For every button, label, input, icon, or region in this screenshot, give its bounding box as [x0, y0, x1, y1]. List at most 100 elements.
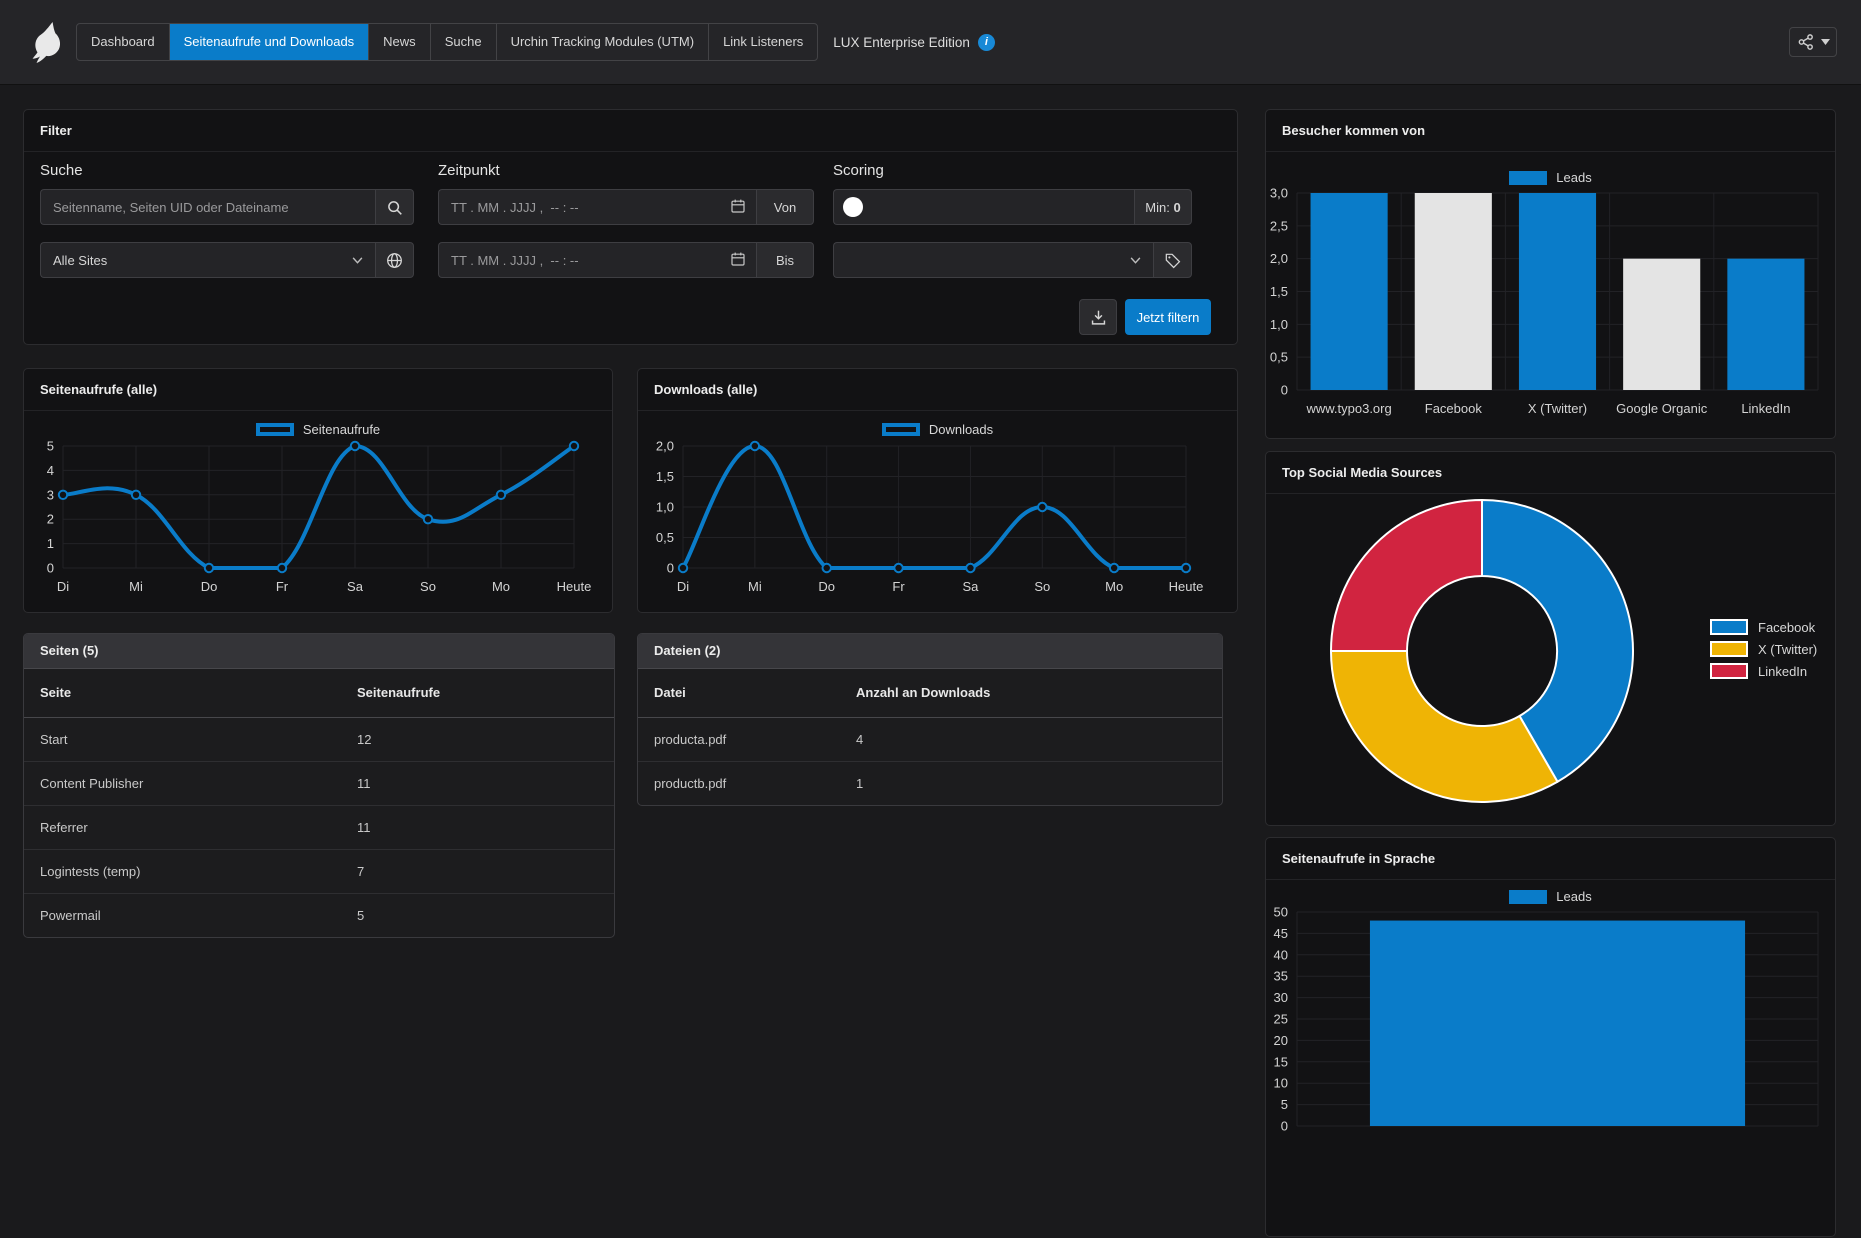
column-header: Seitenaufrufe [357, 685, 441, 700]
svg-text:1,5: 1,5 [1270, 284, 1288, 299]
category-scoring-select[interactable] [833, 242, 1153, 278]
svg-text:15: 15 [1274, 1054, 1288, 1069]
chevron-down-icon [1130, 256, 1141, 264]
social-chart-header: Top Social Media Sources [1266, 452, 1835, 494]
pages-table-header: Seite Seitenaufrufe [24, 669, 614, 718]
row-label: Content Publisher [40, 776, 144, 791]
tab-news[interactable]: News [369, 24, 431, 60]
column-header: Anzahl an Downloads [856, 685, 991, 700]
svg-text:25: 25 [1274, 1012, 1288, 1027]
tab-suche[interactable]: Suche [431, 24, 497, 60]
search-input[interactable] [40, 189, 375, 225]
legend-label: LinkedIn [1758, 663, 1808, 679]
svg-text:Facebook: Facebook [1425, 401, 1483, 416]
svg-text:0: 0 [1281, 383, 1288, 398]
svg-text:Di: Di [677, 579, 689, 594]
tag-button[interactable] [1153, 242, 1192, 278]
info-icon[interactable]: i [977, 33, 995, 51]
tab-seitenaufrufe-und-downloads[interactable]: Seitenaufrufe und Downloads [169, 24, 370, 60]
slider-knob[interactable] [843, 197, 863, 217]
row-value: 12 [357, 732, 372, 747]
svg-text:Fr: Fr [892, 579, 905, 594]
table-row: Referrer 11 [24, 806, 614, 850]
row-label: Start [40, 732, 68, 747]
svg-text:Heute: Heute [557, 579, 592, 594]
share-button[interactable] [1789, 27, 1837, 57]
language-legend: Leads [1266, 889, 1835, 904]
referrers-chart-panel: Besucher kommen von Leads 3,0 2,5 2,0 1,5 1,… [1265, 109, 1836, 439]
date-from-addon: Von [756, 189, 814, 225]
scoring-min-addon: Min: 0 [1134, 189, 1192, 225]
row-label: Logintests (temp) [40, 864, 141, 879]
svg-text:45: 45 [1274, 926, 1288, 941]
downloads-chart-header: Downloads (alle) [638, 369, 1237, 411]
svg-text:LinkedIn: LinkedIn [1741, 401, 1790, 416]
row-value: 1 [856, 776, 864, 791]
row-label: Referrer [40, 820, 88, 835]
svg-text:3: 3 [47, 487, 54, 502]
filter-submit-button[interactable]: Jetzt filtern [1125, 299, 1211, 335]
edition-label: LUX Enterprise Edition i [833, 33, 995, 51]
files-table-title: Dateien (2) [638, 634, 1222, 669]
referrers-chart-title: Besucher kommen von [1282, 123, 1426, 138]
row-value: 11 [357, 820, 371, 835]
table-row: Logintests (temp) 7 [24, 850, 614, 894]
edition-text: LUX Enterprise Edition [833, 34, 970, 50]
globe-icon [386, 252, 403, 269]
sites-group: Alle Sites [40, 242, 414, 278]
svg-text:1,0: 1,0 [656, 500, 674, 515]
site-globe-button[interactable] [375, 242, 414, 278]
column-header: Seite [40, 685, 72, 700]
download-csv-button[interactable] [1079, 299, 1117, 335]
downloads-legend: Downloads [638, 422, 1237, 437]
date-from-group: Von [438, 189, 814, 225]
downloads-chart-title: Downloads (alle) [654, 382, 758, 397]
sites-select-value: Alle Sites [53, 252, 108, 268]
downloads-line-chart: 2,0 1,5 1,0 0,5 0Di Mi Do Fr Sa So Mo Heute [656, 439, 1203, 595]
row-value: 7 [357, 864, 365, 879]
tab-link-listeners[interactable]: Link Listeners [723, 34, 804, 49]
svg-text:1,5: 1,5 [656, 469, 674, 484]
pages-table: Seiten (5) Seite Seitenaufrufe Start 12 Con… [23, 633, 615, 938]
row-label: Powermail [40, 908, 101, 923]
scoring-min-value: 0 [1173, 199, 1181, 215]
svg-text:Sa: Sa [962, 579, 979, 594]
tab-urchin-tracking-modules-utm[interactable]: Urchin Tracking Modules (UTM) [497, 24, 710, 60]
legend-item: LinkedIn [1710, 663, 1817, 679]
language-chart-panel: Seitenaufrufe in Sprache Leads 50 45 40 35 3… [1265, 837, 1836, 1237]
svg-text:Di: Di [57, 579, 69, 594]
row-value: 11 [357, 776, 371, 791]
svg-text:0,5: 0,5 [656, 530, 674, 545]
svg-text:5: 5 [1281, 1097, 1288, 1112]
files-table-header: Datei Anzahl an Downloads [638, 669, 1222, 718]
search-button[interactable] [375, 189, 414, 225]
sites-select[interactable]: Alle Sites [40, 242, 375, 278]
legend-swatch [881, 423, 920, 436]
svg-text:5: 5 [47, 439, 54, 454]
share-icon [1797, 33, 1815, 51]
svg-text:Do: Do [818, 579, 835, 594]
date-to-input[interactable] [438, 242, 756, 278]
filter-panel-header: Filter [24, 110, 1237, 152]
date-from-input[interactable] [438, 189, 756, 225]
legend-label: X (Twitter) [1758, 641, 1818, 657]
search-section-label: Suche [40, 162, 83, 179]
svg-text:0: 0 [47, 561, 54, 576]
svg-text:2: 2 [47, 512, 54, 527]
tab-dashboard[interactable]: Dashboard [77, 24, 170, 60]
pageviews-legend: Seitenaufrufe [24, 422, 612, 437]
svg-text:Do: Do [201, 579, 218, 594]
legend-item: Facebook [1710, 619, 1817, 635]
svg-text:4: 4 [47, 463, 54, 478]
svg-text:20: 20 [1274, 1033, 1288, 1048]
svg-text:40: 40 [1274, 947, 1288, 962]
filter-panel: Filter Suche Alle Sites [23, 109, 1238, 345]
scoring-slider[interactable] [833, 189, 1134, 225]
table-row: Powermail 5 [24, 894, 614, 937]
pages-table-title: Seiten (5) [24, 634, 614, 669]
topbar: Dashboard Seitenaufrufe und Downloads News… [0, 0, 1861, 85]
search-group [40, 189, 414, 225]
table-row: Start 12 [24, 718, 614, 762]
